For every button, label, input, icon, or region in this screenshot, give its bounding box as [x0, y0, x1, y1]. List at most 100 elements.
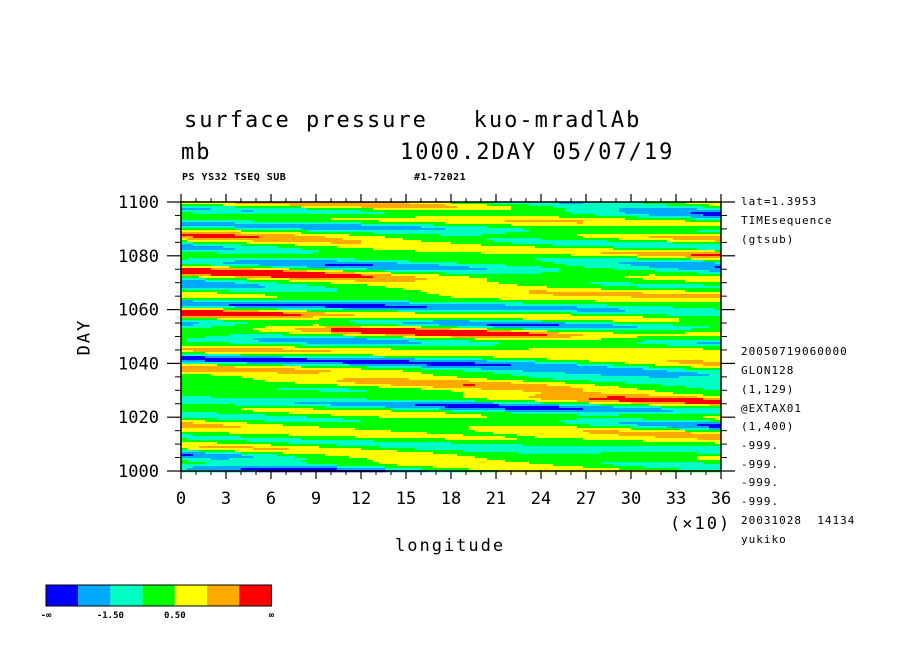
heatmap-cell	[181, 218, 331, 221]
heatmap-cell	[481, 388, 583, 391]
heatmap-cell	[517, 452, 601, 455]
heatmap-cell	[247, 362, 343, 365]
heatmap-cell	[439, 264, 505, 267]
heatmap-cell	[235, 404, 331, 407]
heatmap-cell	[223, 424, 283, 427]
heatmap-cell	[211, 264, 259, 267]
heatmap-cell	[241, 454, 277, 457]
heatmap-cell	[181, 264, 211, 267]
heatmap-cell	[307, 284, 367, 287]
heatmap-cell	[439, 234, 481, 237]
heatmap-cell	[181, 236, 193, 239]
heatmap-cell	[571, 314, 667, 317]
heatmap-cell	[487, 280, 685, 283]
heatmap-cell	[655, 364, 703, 367]
heatmap-cell	[463, 450, 721, 453]
heatmap-cell	[187, 448, 253, 451]
heatmap-cell	[529, 292, 643, 295]
heatmap-cell	[685, 220, 721, 223]
heatmap-cell	[643, 340, 721, 343]
heatmap-cell	[181, 436, 241, 439]
heatmap-cell	[253, 410, 391, 413]
heatmap-cell	[181, 356, 205, 359]
heatmap-cell	[589, 398, 703, 401]
heatmap-cell	[583, 388, 637, 391]
heatmap-cell	[349, 234, 439, 237]
heatmap-cell	[715, 240, 721, 243]
heatmap-cell	[181, 302, 409, 305]
heatmap-cell	[181, 294, 265, 297]
heatmap-cell	[325, 272, 355, 275]
heatmap-cell	[499, 298, 721, 301]
subtitle-right: #1-72021	[414, 172, 467, 183]
heatmap-cell	[211, 458, 229, 461]
heatmap-cell	[649, 236, 721, 239]
heatmap-cell	[637, 258, 691, 261]
heatmap-cell	[181, 258, 187, 261]
heatmap-cell	[181, 390, 319, 393]
heatmap-cell	[433, 386, 571, 389]
heatmap-cell	[295, 244, 481, 247]
heatmap-cell	[181, 342, 229, 345]
heatmap-cell	[469, 266, 541, 269]
heatmap-cell	[505, 232, 721, 235]
heatmap-cell	[277, 388, 349, 391]
heatmap-cell	[565, 382, 625, 385]
heatmap-cell	[283, 424, 589, 427]
heatmap-cell	[619, 208, 697, 211]
heatmap-cell	[223, 262, 397, 265]
heatmap-cell	[241, 452, 283, 455]
heatmap-cell	[415, 276, 469, 279]
heatmap-cell	[283, 364, 349, 367]
heatmap-cell	[577, 418, 643, 421]
heatmap-cell	[535, 246, 613, 249]
heatmap-cell	[559, 324, 613, 327]
heatmap-cell	[433, 452, 517, 455]
heatmap-cell	[325, 286, 385, 289]
heatmap-cell	[373, 248, 613, 251]
heatmap-cell	[643, 368, 685, 371]
heatmap-cell	[703, 284, 721, 287]
heatmap-cell	[229, 334, 283, 337]
heatmap-cell	[301, 330, 331, 333]
heatmap-cell	[475, 384, 547, 387]
heatmap-cell	[583, 408, 661, 411]
heatmap-cell	[415, 338, 475, 341]
heatmap-cell	[247, 242, 331, 245]
heatmap-cell	[181, 212, 193, 215]
heatmap-cell	[181, 230, 241, 233]
heatmap-cell	[181, 250, 319, 253]
heatmap-cell	[373, 460, 505, 463]
heatmap-cell	[241, 244, 295, 247]
heatmap-cell	[343, 362, 475, 365]
heatmap-cell	[391, 430, 475, 433]
heatmap-cell	[655, 270, 709, 273]
heatmap-cell	[241, 210, 253, 213]
heatmap-cell	[181, 352, 205, 355]
heatmap-cell	[199, 276, 235, 279]
heatmap-cell	[391, 408, 439, 411]
heatmap-cell	[421, 372, 493, 375]
heatmap-cell	[295, 402, 493, 405]
heatmap-cell	[445, 438, 517, 441]
heatmap-cell	[181, 430, 391, 433]
heatmap-cell	[181, 366, 235, 369]
heatmap-cell	[355, 382, 511, 385]
heatmap-cell	[487, 204, 529, 207]
heatmap-cell	[181, 434, 193, 437]
heatmap-cell	[625, 276, 721, 279]
x-tick-label: 33	[666, 489, 686, 509]
heatmap-cell	[301, 314, 355, 317]
heatmap-cell	[583, 220, 685, 223]
heatmap-cell	[235, 366, 301, 369]
heatmap-cell	[361, 368, 421, 371]
heatmap-cell	[535, 362, 577, 365]
heatmap-cell	[265, 286, 325, 289]
x-tick-label: 36	[711, 489, 731, 509]
heatmap-cell	[523, 380, 589, 383]
x-tick-label: 12	[351, 489, 371, 509]
heatmap-cell	[505, 460, 721, 463]
heatmap-cell	[235, 206, 301, 209]
heatmap-cell	[289, 268, 325, 271]
heatmap-cell	[511, 412, 721, 415]
